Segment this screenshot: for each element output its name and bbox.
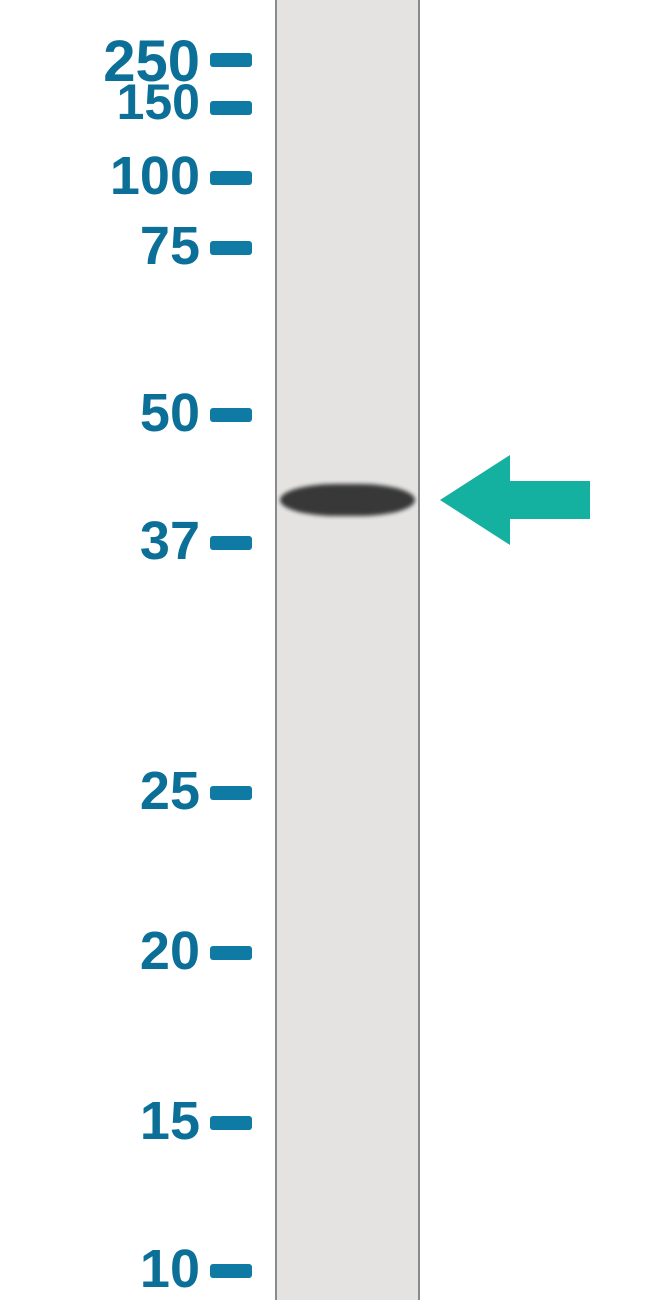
arrow-icon bbox=[440, 455, 590, 545]
marker-tick-20 bbox=[210, 946, 252, 960]
marker-label-75: 75 bbox=[140, 215, 200, 277]
marker-label-100: 100 bbox=[110, 145, 200, 207]
marker-label-20: 20 bbox=[140, 920, 200, 982]
marker-tick-15 bbox=[210, 1116, 252, 1130]
marker-label-10: 10 bbox=[140, 1238, 200, 1300]
marker-label-150: 150 bbox=[117, 73, 200, 131]
marker-tick-37 bbox=[210, 536, 252, 550]
marker-tick-50 bbox=[210, 408, 252, 422]
protein-band bbox=[280, 484, 415, 516]
marker-tick-100 bbox=[210, 171, 252, 185]
marker-tick-75 bbox=[210, 241, 252, 255]
gel-lane bbox=[275, 0, 420, 1300]
marker-tick-25 bbox=[210, 786, 252, 800]
western-blot-figure: 25015010075503725201510 bbox=[0, 0, 650, 1300]
marker-tick-10 bbox=[210, 1264, 252, 1278]
marker-label-37: 37 bbox=[140, 510, 200, 572]
marker-label-25: 25 bbox=[140, 760, 200, 822]
marker-tick-150 bbox=[210, 101, 252, 115]
marker-label-15: 15 bbox=[140, 1090, 200, 1152]
marker-label-50: 50 bbox=[140, 382, 200, 444]
indicator-arrow bbox=[440, 455, 590, 550]
marker-tick-250 bbox=[210, 53, 252, 67]
